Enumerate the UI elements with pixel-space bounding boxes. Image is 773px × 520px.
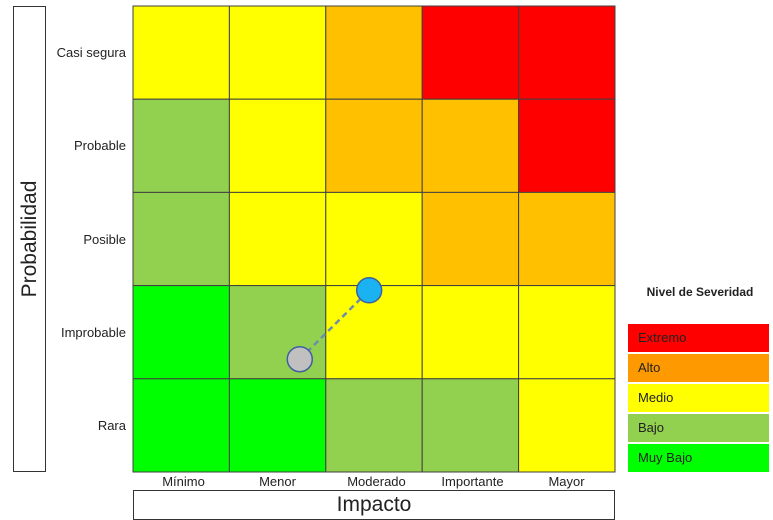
cell-posible-menor [228,191,327,287]
cell-casi-segura-importante [421,5,520,100]
cell-rara-importante [421,378,520,473]
col-label-importante: Importante [441,474,504,489]
x-axis-title-box: Impacto [133,490,615,520]
cell-rara-mayor [518,378,616,473]
y-axis-title-box: Probabilidad [13,6,46,472]
cell-rara-menor [228,378,327,473]
cell-probable-minimo [132,98,230,193]
cell-probable-importante [421,98,520,193]
legend-title: Nivel de Severidad [646,285,754,299]
legend-item-muy-bajo: Muy Bajo [628,444,769,472]
cell-rara-minimo [132,378,230,473]
cell-improbable-minimo [132,285,230,380]
row-label-posible: Posible [83,232,126,247]
cell-casi-segura-minimo [132,5,230,100]
marker-connector-line [298,289,371,361]
legend-item-medio: Medio [628,384,769,412]
risk-marker-menor-improbable [286,345,314,373]
row-label-casi-segura: Casi segura [56,45,126,60]
row-label-rara: Rara [97,418,126,433]
col-label-moderado: Moderado [347,474,406,489]
risk-marker-moderado-improbable [355,277,383,304]
legend-item-extremo: Extremo [628,324,769,352]
cell-rara-moderado [325,378,423,473]
cell-posible-mayor [518,191,616,287]
cell-posible-minimo [132,191,230,287]
legend-item-bajo: Bajo [628,414,769,442]
cell-probable-moderado [325,98,423,193]
cell-improbable-importante [421,285,520,380]
x-axis-title: Impacto [336,493,412,516]
cell-casi-segura-mayor [518,5,616,100]
cell-improbable-mayor [518,285,616,380]
col-label-menor: Menor [259,474,296,489]
legend-item-alto: Alto [628,354,769,382]
col-label-mayor: Mayor [548,474,585,489]
cell-casi-segura-moderado [325,5,423,100]
row-label-improbable: Improbable [60,325,126,340]
col-label-minimo: Mínimo [162,474,205,489]
cell-posible-moderado [325,191,423,287]
row-label-probable: Probable [73,138,126,153]
cell-probable-menor [228,98,327,193]
cell-probable-mayor [518,98,616,193]
cell-posible-importante [421,191,520,287]
cell-casi-segura-menor [228,5,327,100]
